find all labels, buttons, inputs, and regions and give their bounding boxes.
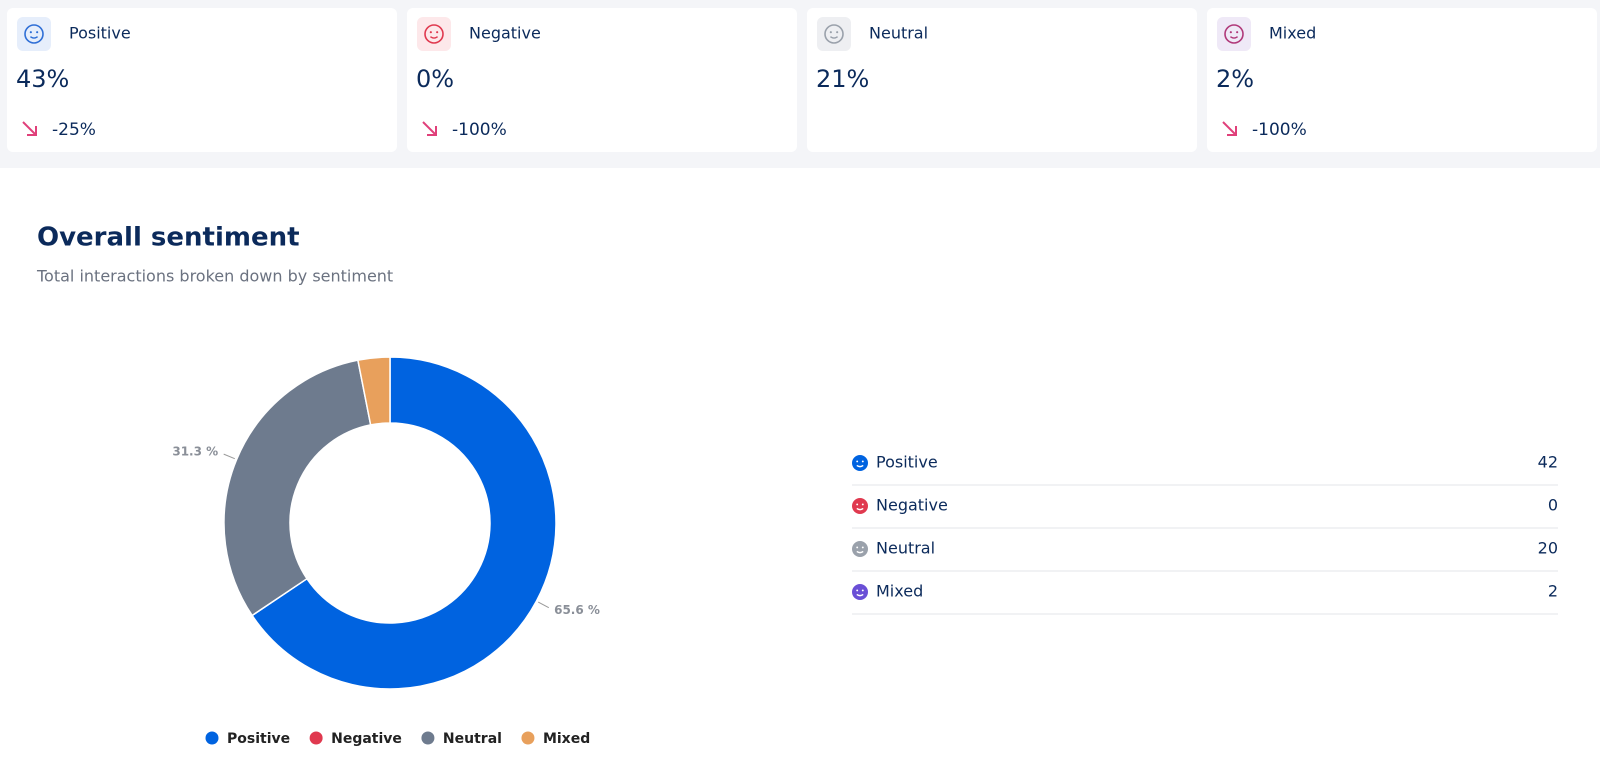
card-icon	[424, 24, 444, 44]
metric-card	[1207, 8, 1597, 152]
legend-dot	[205, 731, 219, 745]
row-label: Mixed	[876, 582, 923, 601]
donut-slice	[356, 356, 391, 426]
legend-label: Positive	[227, 731, 290, 747]
row-icon-eye	[861, 460, 864, 463]
card-icon	[824, 24, 844, 44]
card-icon	[1224, 24, 1244, 44]
card-icon-eye	[29, 31, 32, 34]
row-icon-eye	[856, 503, 859, 506]
row-icon-mouth	[856, 550, 864, 554]
trend-arrow	[1222, 121, 1237, 136]
row-icon-eye	[856, 546, 859, 549]
trend-arrow	[422, 121, 437, 136]
donut-slice	[223, 359, 372, 617]
label-leader	[537, 601, 550, 609]
slice-label: 65.6 %	[554, 603, 600, 617]
card-change: -100%	[1252, 120, 1307, 140]
card-icon-eye	[829, 31, 832, 34]
card-label: Mixed	[1269, 24, 1316, 43]
card-change: -25%	[52, 120, 96, 140]
row-count: 20	[1538, 539, 1558, 558]
row-icon-mouth	[856, 593, 864, 597]
card-icon-eye	[36, 31, 39, 34]
card-value: 2%	[1216, 65, 1254, 93]
row-icon-eye	[861, 503, 864, 506]
row-count: 0	[1548, 496, 1558, 515]
row-icon	[852, 584, 868, 600]
legend-label: Negative	[331, 731, 402, 747]
card-icon-mouth	[29, 36, 39, 39]
card-icon-mouth	[1229, 36, 1239, 39]
row-icon	[852, 455, 868, 471]
legend-label: Mixed	[543, 731, 590, 747]
card-icon-eye	[1229, 31, 1232, 34]
chart-subtitle: Total interactions broken down by sentim…	[36, 267, 393, 286]
slice-label: 31.3 %	[172, 444, 218, 458]
donut-slice	[251, 356, 557, 690]
metric-card	[407, 8, 797, 152]
card-icon-eye	[436, 31, 439, 34]
row-icon-eye	[861, 589, 864, 592]
card-label: Negative	[469, 24, 541, 43]
row-count: 2	[1548, 582, 1558, 601]
card-icon-box	[817, 17, 851, 51]
legend-label: Neutral	[443, 731, 502, 747]
card-value: 21%	[816, 65, 869, 93]
card-icon	[24, 24, 44, 44]
row-icon	[852, 541, 868, 557]
metric-card	[7, 8, 397, 152]
card-label: Neutral	[869, 24, 928, 43]
card-icon-box	[1217, 17, 1251, 51]
card-icon-box	[417, 17, 451, 51]
card-icon-mouth	[429, 36, 439, 39]
row-icon-mouth	[856, 464, 864, 468]
legend-dot	[421, 731, 435, 745]
chart-title: Overall sentiment	[37, 223, 300, 253]
row-icon-eye	[856, 460, 859, 463]
row-icon-eye	[856, 589, 859, 592]
card-change: -100%	[452, 120, 507, 140]
row-label: Negative	[876, 496, 948, 515]
row-count: 42	[1538, 453, 1558, 472]
label-leader	[223, 453, 235, 460]
card-icon-box	[17, 17, 51, 51]
card-icon-eye	[836, 31, 839, 34]
card-icon-mouth	[829, 36, 839, 39]
card-icon-eye	[1236, 31, 1239, 34]
legend-dot	[309, 731, 323, 745]
metric-card	[807, 8, 1197, 152]
row-icon-mouth	[856, 507, 864, 511]
row-label: Neutral	[876, 539, 935, 558]
trend-arrow	[22, 121, 37, 136]
card-value: 43%	[16, 65, 69, 93]
row-icon-eye	[861, 546, 864, 549]
card-label: Positive	[69, 24, 131, 43]
row-icon	[852, 498, 868, 514]
legend-dot	[521, 731, 535, 745]
row-label: Positive	[876, 453, 938, 472]
card-icon-eye	[429, 31, 432, 34]
card-value: 0%	[416, 65, 454, 93]
